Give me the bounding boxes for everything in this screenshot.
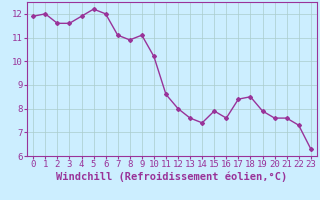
X-axis label: Windchill (Refroidissement éolien,°C): Windchill (Refroidissement éolien,°C)	[56, 172, 288, 182]
